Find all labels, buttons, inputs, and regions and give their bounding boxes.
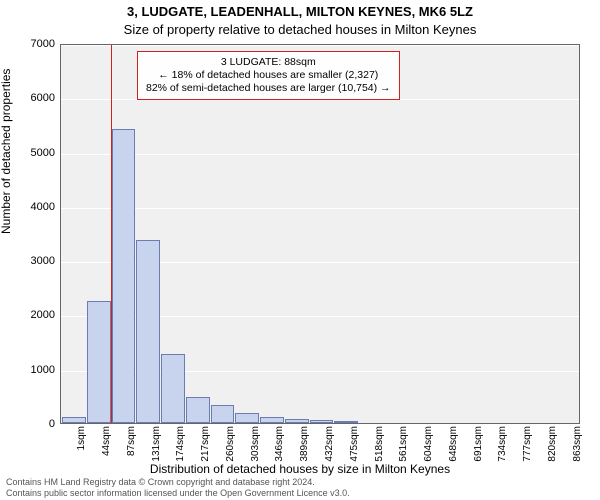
- x-tick-label: 863sqm: [572, 426, 583, 476]
- x-tick-label: 174sqm: [175, 426, 186, 476]
- histogram-bar: [211, 405, 235, 423]
- copyright-line-2: Contains public sector information licen…: [6, 488, 350, 498]
- property-marker-line: [111, 45, 112, 423]
- x-tick-label: 346sqm: [274, 426, 285, 476]
- info-line-smaller: ← 18% of detached houses are smaller (2,…: [146, 69, 391, 82]
- x-tick-label: 475sqm: [349, 426, 360, 476]
- y-tick-label: 4000: [5, 201, 55, 213]
- chart-title-address: 3, LUDGATE, LEADENHALL, MILTON KEYNES, M…: [0, 4, 600, 19]
- histogram-bar: [310, 420, 334, 423]
- chart-container: 3, LUDGATE, LEADENHALL, MILTON KEYNES, M…: [0, 0, 600, 500]
- x-tick-label: 389sqm: [299, 426, 310, 476]
- y-tick-label: 0: [5, 418, 55, 430]
- x-tick-label: 87sqm: [126, 426, 137, 476]
- histogram-bar: [136, 240, 160, 423]
- y-tick-label: 7000: [5, 38, 55, 50]
- histogram-bar: [87, 301, 111, 423]
- x-tick-label: 44sqm: [101, 426, 112, 476]
- histogram-bar: [62, 417, 86, 424]
- copyright-line-1: Contains HM Land Registry data © Crown c…: [6, 477, 350, 487]
- histogram-bar: [235, 413, 259, 423]
- info-line-larger: 82% of semi-detached houses are larger (…: [146, 82, 391, 95]
- x-tick-label: 734sqm: [497, 426, 508, 476]
- copyright-text: Contains HM Land Registry data © Crown c…: [6, 477, 350, 498]
- x-tick-label: 561sqm: [398, 426, 409, 476]
- x-tick-label: 777sqm: [522, 426, 533, 476]
- y-tick-label: 3000: [5, 255, 55, 267]
- x-tick-label: 131sqm: [151, 426, 162, 476]
- histogram-bar: [285, 419, 309, 423]
- x-tick-label: 518sqm: [374, 426, 385, 476]
- x-tick-label: 260sqm: [225, 426, 236, 476]
- x-tick-label: 432sqm: [324, 426, 335, 476]
- x-tick-label: 303sqm: [250, 426, 261, 476]
- x-tick-label: 217sqm: [200, 426, 211, 476]
- y-tick-label: 5000: [5, 147, 55, 159]
- grid-line: [61, 154, 579, 155]
- y-tick-label: 1000: [5, 364, 55, 376]
- grid-line: [61, 45, 579, 46]
- histogram-bar: [112, 129, 136, 423]
- x-tick-label: 820sqm: [547, 426, 558, 476]
- y-tick-label: 6000: [5, 92, 55, 104]
- x-tick-label: 648sqm: [448, 426, 459, 476]
- grid-line: [61, 208, 579, 209]
- histogram-bar: [161, 354, 185, 423]
- x-tick-label: 691sqm: [473, 426, 484, 476]
- histogram-bar: [186, 397, 210, 423]
- histogram-bar: [260, 417, 284, 423]
- plot-area: 3 LUDGATE: 88sqm← 18% of detached houses…: [60, 44, 580, 424]
- info-line-size: 3 LUDGATE: 88sqm: [146, 56, 391, 69]
- chart-title-sub: Size of property relative to detached ho…: [0, 22, 600, 37]
- property-info-box: 3 LUDGATE: 88sqm← 18% of detached houses…: [137, 51, 400, 100]
- x-tick-label: 1sqm: [76, 426, 87, 476]
- x-tick-label: 604sqm: [423, 426, 434, 476]
- histogram-bar: [334, 421, 358, 423]
- y-tick-label: 2000: [5, 309, 55, 321]
